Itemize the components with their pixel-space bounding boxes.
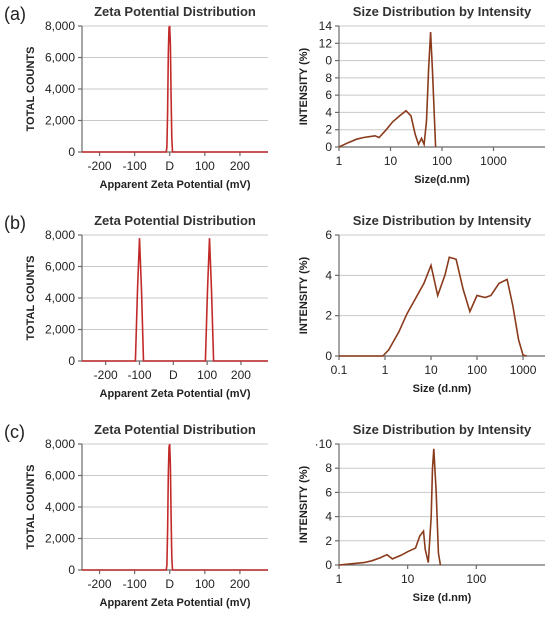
chart-b-zeta-ytick-label: 4,000 bbox=[45, 291, 75, 305]
chart-c-size-title: Size Distribution by Intensity bbox=[353, 422, 532, 437]
row-a: (a) Zeta Potential Distribution 0 2,000 4,0… bbox=[0, 0, 550, 209]
chart-c-size-xtick-label: 100 bbox=[466, 572, 486, 586]
chart-b-zeta-ytick-label: 6,000 bbox=[45, 260, 75, 274]
chart-c-zeta-ytick-label: 4,000 bbox=[45, 500, 75, 514]
chart-b-size-xtick-label: 1 bbox=[382, 363, 389, 377]
chart-b-zeta-ytick-label: 8,000 bbox=[45, 228, 75, 242]
chart-a-size-y-axis-title: INTENSITY (%) bbox=[298, 47, 310, 125]
chart-b-size-ytick-label: 4 bbox=[325, 268, 332, 282]
chart-a-size-ytick-label: 0 bbox=[325, 54, 332, 68]
chart-b-zeta-xtick-label: D bbox=[169, 368, 178, 382]
chart-b-zeta-xtick-label: 200 bbox=[231, 368, 251, 382]
chart-b-size-ytick-label: 0 bbox=[325, 349, 332, 363]
chart-a-size-xtick-label: 1000 bbox=[480, 154, 507, 168]
chart-b-size-y-axis-title: INTENSITY (%) bbox=[298, 256, 310, 334]
chart-b-size-xtick-label: 0.1 bbox=[331, 363, 348, 377]
chart-c-size-series-line bbox=[338, 448, 442, 566]
chart-a-size-xtick-label: 1 bbox=[336, 154, 343, 168]
chart-c-zeta-ytick-label: 0 bbox=[68, 563, 75, 577]
chart-c-size-xtick-label: 10 bbox=[401, 572, 415, 586]
chart-a-zeta-series-line bbox=[82, 25, 268, 153]
chart-b-zeta-xtick-label: 100 bbox=[197, 368, 217, 382]
chart-c-zeta-ytick-label: 2,000 bbox=[45, 532, 75, 546]
zeta-chart-b: Zeta Potential Distribution 0 2,000 4,000 6,… bbox=[0, 209, 280, 418]
row-b: (b) Zeta Potential Distribution 0 2,000 4,0… bbox=[0, 209, 550, 418]
chart-b-size-title: Size Distribution by Intensity bbox=[353, 213, 532, 228]
chart-a-size-ytick-label: 0 bbox=[325, 140, 332, 154]
chart-a-zeta-ytick-label: 2,000 bbox=[45, 114, 75, 128]
chart-a-zeta-x-axis-title: Apparent Zeta Potential (mV) bbox=[100, 179, 251, 191]
chart-a-zeta-ytick-label: 8,000 bbox=[45, 19, 75, 33]
chart-a-size-ytick-label: 8 bbox=[325, 71, 332, 85]
chart-c-zeta-xtick-label: -200 bbox=[88, 577, 112, 591]
chart-b-zeta-xtick-label: -100 bbox=[127, 368, 151, 382]
chart-c-zeta-ytick-label: 8,000 bbox=[45, 437, 75, 451]
chart-a-size-ytick-label: 14 bbox=[319, 19, 333, 33]
chart-a-zeta-ytick-label: 0 bbox=[68, 145, 75, 159]
chart-c-size-ytick-label: 2 bbox=[325, 534, 332, 548]
chart-c-size-y-axis-title: INTENSITY (%) bbox=[298, 465, 310, 543]
chart-a-size-ytick-label: 4 bbox=[325, 105, 332, 119]
chart-c-zeta-xtick-label: D bbox=[165, 577, 174, 591]
chart-a-size-x-axis-title: Size(d.nm) bbox=[414, 174, 470, 186]
chart-a-size-ytick-label: 6 bbox=[325, 88, 332, 102]
zeta-chart-c: Zeta Potential Distribution 0 2,000 4,000 6,… bbox=[0, 418, 280, 627]
chart-b-zeta-y-axis-title: TOTAL COUNTS bbox=[25, 256, 37, 341]
chart-c-zeta-title: Zeta Potential Distribution bbox=[94, 422, 256, 437]
chart-b-size-xtick-label: 100 bbox=[467, 363, 487, 377]
chart-c-zeta-xtick-label: 100 bbox=[195, 577, 215, 591]
chart-c-zeta-ytick-label: 6,000 bbox=[45, 469, 75, 483]
size-chart-b: Size Distribution by Intensity 0 2 4 6 0.1 1 10… bbox=[285, 209, 550, 418]
chart-c-size-ytick-label: ·10 bbox=[315, 437, 333, 451]
chart-b-zeta-xtick-label: -200 bbox=[94, 368, 118, 382]
chart-c-zeta-y-axis-title: TOTAL COUNTS bbox=[25, 465, 37, 550]
chart-b-size-ytick-label: 2 bbox=[325, 309, 332, 323]
row-label-c: (c) bbox=[4, 422, 25, 442]
row-label-b: (b) bbox=[4, 213, 26, 233]
chart-c-size-x-axis-title: Size (d.nm) bbox=[413, 592, 472, 604]
chart-b-size-xtick-label: 10 bbox=[424, 363, 438, 377]
chart-a-zeta-xtick-label: 100 bbox=[195, 159, 215, 173]
chart-b-size-xtick-label: 1000 bbox=[510, 363, 537, 377]
chart-b-zeta-ytick-label: 0 bbox=[68, 354, 75, 368]
chart-b-size-ytick-label: 6 bbox=[325, 228, 332, 242]
size-chart-a: Size Distribution by Intensity 0 2 4 6 8 0 12 14… bbox=[285, 0, 550, 209]
chart-c-size-ytick-label: 6 bbox=[325, 485, 332, 499]
chart-a-size-xtick-label: 100 bbox=[432, 154, 452, 168]
chart-b-zeta-ytick-label: 2,000 bbox=[45, 323, 75, 337]
chart-c-size-ytick-label: 0 bbox=[325, 558, 332, 572]
zeta-chart-a: Zeta Potential Distribution 0 2,000 4,000 6,… bbox=[0, 0, 280, 209]
row-label-a: (a) bbox=[4, 4, 26, 24]
chart-c-zeta-xtick-label: 200 bbox=[230, 577, 250, 591]
chart-c-size-xtick-label: 1 bbox=[336, 572, 343, 586]
chart-a-zeta-xtick-label: D bbox=[165, 159, 174, 173]
chart-c-zeta-xtick-label: -100 bbox=[123, 577, 147, 591]
chart-a-zeta-xtick-label: -100 bbox=[123, 159, 147, 173]
chart-b-zeta-title: Zeta Potential Distribution bbox=[94, 213, 256, 228]
chart-a-zeta-xtick-label: -200 bbox=[88, 159, 112, 173]
chart-a-size-ytick-label: 12 bbox=[319, 36, 333, 50]
chart-a-zeta-xtick-label: 200 bbox=[230, 159, 250, 173]
chart-a-size-title: Size Distribution by Intensity bbox=[353, 4, 532, 19]
chart-a-zeta-title: Zeta Potential Distribution bbox=[94, 4, 256, 19]
chart-a-zeta-ytick-label: 4,000 bbox=[45, 82, 75, 96]
row-c: (c) Zeta Potential Distribution 0 2,000 4,0… bbox=[0, 418, 550, 627]
chart-c-zeta-series-line bbox=[82, 443, 268, 571]
chart-b-size-x-axis-title: Size (d.nm) bbox=[413, 383, 472, 395]
chart-b-zeta-series-line bbox=[82, 238, 268, 362]
chart-b-size-series-line bbox=[339, 256, 527, 357]
chart-a-size-xtick-label: 10 bbox=[384, 154, 398, 168]
chart-c-zeta-x-axis-title: Apparent Zeta Potential (mV) bbox=[100, 597, 251, 609]
chart-c-size-ytick-label: 4 bbox=[325, 510, 332, 524]
chart-a-size-ytick-label: 2 bbox=[325, 123, 332, 137]
chart-a-zeta-y-axis-title: TOTAL COUNTS bbox=[25, 47, 37, 132]
chart-c-size-ytick-label: 8 bbox=[325, 461, 332, 475]
size-chart-c: Size Distribution by Intensity 0 2 4 6 8 ·10 1 1… bbox=[285, 418, 550, 627]
chart-a-zeta-ytick-label: 6,000 bbox=[45, 51, 75, 65]
chart-b-zeta-x-axis-title: Apparent Zeta Potential (mV) bbox=[100, 388, 251, 400]
chart-a-size-series-line bbox=[338, 31, 437, 148]
